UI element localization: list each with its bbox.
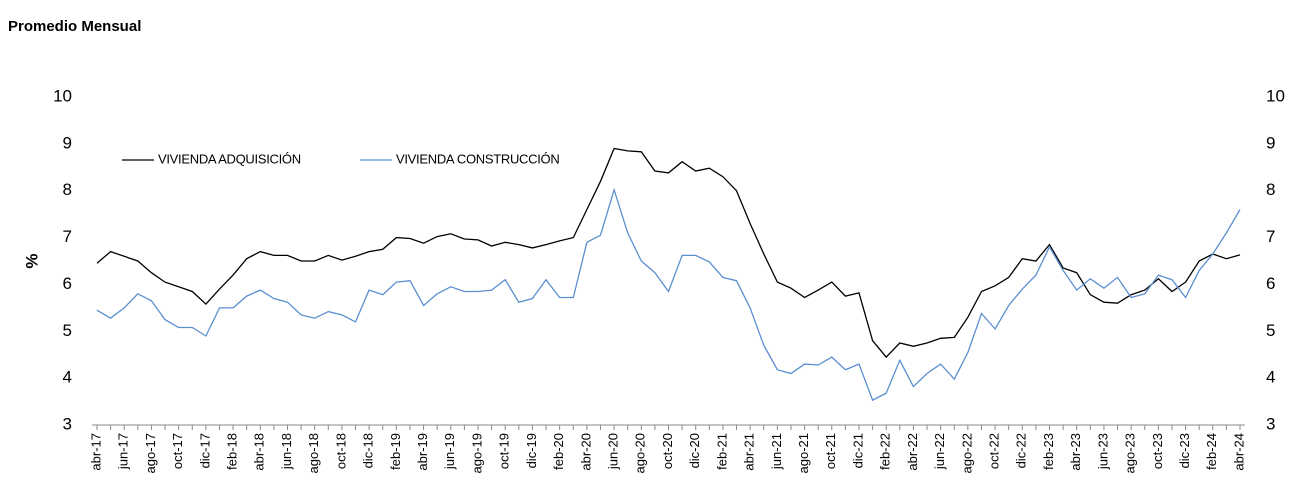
x-tick-label: ago-19 bbox=[469, 433, 484, 473]
y-tick-label: 8 bbox=[63, 180, 72, 199]
y-tick-label: 10 bbox=[53, 86, 72, 105]
x-tick-label: dic-21 bbox=[850, 433, 865, 468]
y-tick-label-right: 4 bbox=[1266, 368, 1275, 387]
y-tick-label: 3 bbox=[63, 414, 72, 433]
x-tick-label: feb-22 bbox=[878, 433, 893, 470]
x-tick-label: dic-17 bbox=[197, 433, 212, 468]
y-tick-label-right: 3 bbox=[1266, 414, 1275, 433]
x-tick-label: oct-21 bbox=[823, 433, 838, 469]
x-tick-label: oct-17 bbox=[170, 433, 185, 469]
x-tick-label: ago-21 bbox=[796, 433, 811, 473]
y-tick-label: 6 bbox=[63, 274, 72, 293]
x-tick-label: abr-17 bbox=[88, 433, 103, 471]
y-axis-label: % bbox=[22, 253, 41, 268]
x-tick-label: oct-19 bbox=[497, 433, 512, 469]
x-tick-label: feb-24 bbox=[1204, 433, 1219, 470]
x-tick-label: jun-20 bbox=[606, 433, 621, 470]
x-tick-label: jun-19 bbox=[442, 433, 457, 470]
y-tick-label-right: 8 bbox=[1266, 180, 1275, 199]
x-tick-label: abr-21 bbox=[742, 433, 757, 471]
chart-subtitle: Promedio Mensual bbox=[8, 18, 141, 35]
x-tick-label: ago-23 bbox=[1123, 433, 1138, 473]
x-tick-label: abr-18 bbox=[252, 433, 267, 471]
x-tick-label: dic-20 bbox=[687, 433, 702, 468]
legend-label: VIVIENDA CONSTRUCCIÓN bbox=[396, 151, 559, 166]
y-tick-label-right: 7 bbox=[1266, 227, 1275, 246]
x-tick-label: abr-23 bbox=[1068, 433, 1083, 471]
series-line bbox=[96, 187, 1241, 402]
x-tick-label: abr-24 bbox=[1231, 433, 1246, 471]
x-tick-label: ago-18 bbox=[306, 433, 321, 473]
y-tick-label: 4 bbox=[63, 368, 72, 387]
x-tick-label: dic-23 bbox=[1177, 433, 1192, 468]
y-tick-label: 7 bbox=[63, 227, 72, 246]
x-tick-label: feb-18 bbox=[225, 433, 240, 470]
y-tick-label-right: 10 bbox=[1266, 86, 1285, 105]
x-tick-label: jun-23 bbox=[1095, 433, 1110, 470]
x-tick-label: ago-22 bbox=[959, 433, 974, 473]
x-tick-label: feb-19 bbox=[388, 433, 403, 470]
x-tick-label: feb-21 bbox=[714, 433, 729, 470]
x-tick-label: oct-20 bbox=[660, 433, 675, 469]
x-tick-label: abr-22 bbox=[905, 433, 920, 471]
x-tick-label: abr-20 bbox=[578, 433, 593, 471]
x-tick-label: feb-20 bbox=[551, 433, 566, 470]
y-tick-label: 9 bbox=[63, 133, 72, 152]
x-tick-label: jun-18 bbox=[279, 433, 294, 470]
x-tick-label: jun-22 bbox=[932, 433, 947, 470]
legend-label: VIVIENDA ADQUISICIÓN bbox=[158, 151, 301, 166]
x-tick-label: dic-18 bbox=[361, 433, 376, 468]
x-tick-label: oct-18 bbox=[333, 433, 348, 469]
x-tick-label: abr-19 bbox=[415, 433, 430, 471]
x-tick-label: oct-22 bbox=[987, 433, 1002, 469]
y-tick-label-right: 5 bbox=[1266, 321, 1275, 340]
x-tick-label: ago-17 bbox=[143, 433, 158, 473]
x-tick-label: jun-21 bbox=[769, 433, 784, 470]
y-tick-label-right: 9 bbox=[1266, 133, 1275, 152]
series-line bbox=[96, 147, 1241, 359]
y-tick-label-right: 6 bbox=[1266, 274, 1275, 293]
x-tick-label: oct-23 bbox=[1150, 433, 1165, 469]
x-tick-label: dic-22 bbox=[1014, 433, 1029, 468]
x-tick-label: jun-17 bbox=[116, 433, 131, 470]
x-tick-label: feb-23 bbox=[1041, 433, 1056, 470]
x-tick-label: dic-19 bbox=[524, 433, 539, 468]
x-tick-label: ago-20 bbox=[633, 433, 648, 473]
y-tick-label: 5 bbox=[63, 321, 72, 340]
